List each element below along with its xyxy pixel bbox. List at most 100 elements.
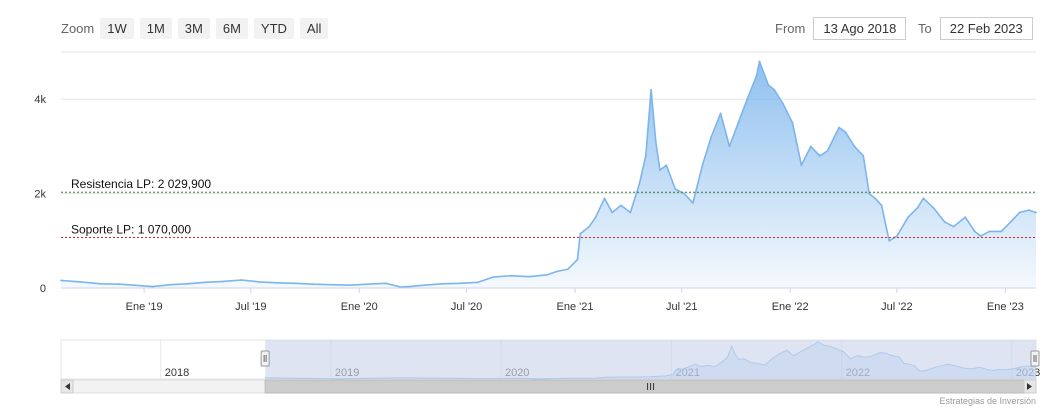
annotation-label: Soporte LP: 1 070,000	[71, 222, 191, 236]
data-point	[1000, 230, 1003, 233]
data-point	[818, 154, 821, 157]
data-point	[683, 192, 685, 195]
data-point	[579, 232, 582, 235]
data-point	[366, 283, 369, 286]
zoom-button-6m[interactable]: 6M	[215, 17, 248, 39]
y-tick-label: 2k	[34, 189, 46, 201]
zoom-button-1w[interactable]: 1W	[100, 17, 134, 39]
data-point	[800, 164, 803, 167]
data-point	[844, 131, 847, 134]
data-point	[868, 192, 871, 195]
data-point	[758, 60, 761, 63]
data-point	[620, 204, 622, 207]
x-tick-label: Jul '19	[235, 301, 266, 313]
data-point	[222, 280, 225, 283]
data-point	[186, 282, 189, 285]
range-to-input[interactable]: 22 Feb 2023	[939, 17, 1033, 40]
data-point	[874, 197, 876, 200]
data-point	[710, 136, 713, 138]
chart-credit: Estrategias de Inversión	[939, 396, 1036, 406]
data-point	[79, 281, 82, 283]
data-point	[826, 150, 829, 153]
data-point	[755, 74, 758, 77]
data-point	[204, 281, 207, 284]
data-point	[1009, 221, 1012, 223]
data-point	[611, 211, 614, 214]
data-point	[701, 164, 704, 167]
data-point	[423, 284, 425, 287]
data-point	[988, 230, 991, 233]
x-tick-label: Ene '23	[987, 301, 1024, 313]
data-point	[659, 169, 661, 171]
x-tick-label: Ene '22	[772, 301, 809, 313]
annotation-label: Resistencia LP: 2 029,900	[71, 177, 211, 191]
data-point	[932, 206, 935, 209]
data-point	[100, 282, 102, 285]
data-point	[654, 140, 657, 143]
data-point	[746, 98, 749, 101]
data-point	[809, 145, 812, 148]
scrollbar-thumb[interactable]	[264, 379, 1025, 394]
data-point	[407, 285, 410, 288]
data-point	[459, 282, 461, 285]
data-point	[492, 276, 494, 278]
data-point	[650, 88, 652, 91]
x-tick-label: Ene '21	[557, 301, 594, 313]
data-point	[151, 285, 154, 288]
x-tick-label: Ene '20	[341, 301, 378, 313]
data-point	[588, 225, 591, 228]
zoom-button-3m[interactable]: 3M	[177, 17, 210, 39]
data-point	[782, 103, 784, 105]
zoom-label: Zoom	[61, 20, 95, 36]
data-point	[1035, 211, 1037, 214]
arrow-right-icon	[1027, 383, 1032, 390]
data-point	[258, 281, 260, 283]
data-point	[737, 121, 740, 124]
arrow-left-icon	[65, 383, 70, 390]
navigator-handle-right[interactable]	[1030, 350, 1040, 367]
data-point	[719, 112, 722, 115]
data-point	[476, 281, 479, 284]
x-tick-label: Jul '21	[666, 301, 697, 313]
data-point	[767, 84, 770, 86]
data-point	[330, 283, 333, 286]
data-point	[896, 235, 898, 238]
data-point	[791, 121, 794, 124]
data-point	[510, 274, 513, 277]
data-point	[916, 206, 919, 209]
data-point	[952, 225, 955, 228]
data-point	[907, 216, 909, 219]
data-point	[773, 88, 776, 91]
data-point	[629, 211, 632, 214]
data-point	[594, 216, 597, 219]
zoom-button-all[interactable]: All	[299, 17, 329, 39]
data-point	[384, 282, 387, 285]
data-point	[528, 275, 530, 278]
range-from-input[interactable]: 13 Ago 2018	[813, 17, 907, 40]
zoom-bar: Zoom 1W 1M 3M 6M YTD All	[61, 17, 334, 39]
data-point	[979, 235, 982, 238]
navigator-selection-mask	[265, 340, 1037, 379]
navigator-handle-left[interactable]	[260, 350, 270, 367]
data-point	[862, 154, 865, 157]
data-point	[294, 282, 297, 285]
data-point	[853, 145, 856, 148]
data-point	[665, 164, 668, 167]
data-point	[973, 230, 976, 233]
data-point	[644, 154, 647, 157]
data-point	[555, 270, 558, 273]
series-line	[60, 60, 1037, 288]
data-point	[546, 273, 549, 276]
data-point	[276, 281, 279, 284]
data-point	[638, 183, 641, 186]
data-point	[692, 202, 694, 204]
zoom-button-ytd[interactable]: YTD	[253, 17, 294, 39]
data-point	[728, 145, 731, 148]
data-point	[576, 258, 579, 261]
y-tick-label: 0	[40, 283, 46, 295]
zoom-button-1m[interactable]: 1M	[139, 17, 172, 39]
data-point	[1028, 209, 1030, 212]
data-point	[922, 197, 925, 200]
data-point	[603, 197, 606, 200]
